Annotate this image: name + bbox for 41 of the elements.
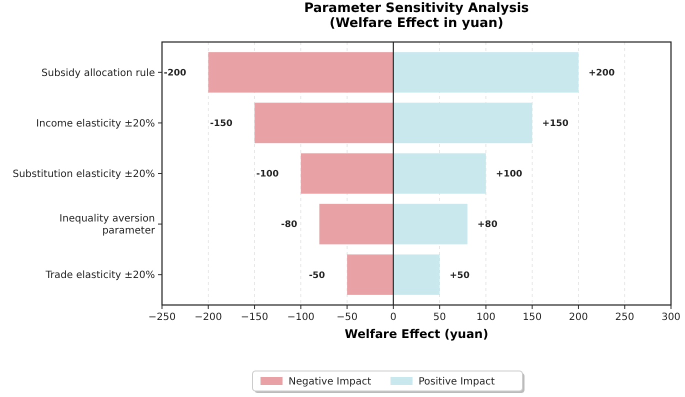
data-label: +150 xyxy=(542,119,569,130)
y-tick-label: Income elasticity ±20% xyxy=(36,118,155,130)
x-tick-label: 200 xyxy=(568,312,588,323)
x-tick-label: 100 xyxy=(476,312,496,323)
x-tick-label: −100 xyxy=(287,312,315,323)
x-tick-label: 0 xyxy=(390,312,397,323)
bar xyxy=(208,52,394,93)
bar xyxy=(347,254,394,295)
x-tick-label: 150 xyxy=(522,312,542,323)
data-label: -100 xyxy=(256,170,279,180)
x-tick-label: 50 xyxy=(433,312,446,323)
bar xyxy=(393,102,532,144)
bar xyxy=(254,102,394,144)
y-tick-label: Inequality aversion parameter xyxy=(59,214,156,237)
chart-title: Parameter Sensitivity Analysis (Welfare Effect in yuan) xyxy=(304,1,530,31)
x-tick-label: −150 xyxy=(240,312,268,323)
data-label: -50 xyxy=(308,270,326,281)
y-tick-label: Trade elasticity ±20% xyxy=(44,270,155,282)
data-label: -150 xyxy=(210,119,233,130)
x-axis-title: Welfare Effect (yuan) xyxy=(344,327,488,341)
bar xyxy=(393,153,486,194)
data-label: -80 xyxy=(281,220,298,230)
data-label: -200 xyxy=(164,68,186,78)
x-tick-label: −200 xyxy=(194,312,222,323)
x-tick-label: 250 xyxy=(615,312,634,323)
bar xyxy=(319,204,394,244)
data-label: +50 xyxy=(450,270,470,281)
bar xyxy=(393,254,440,295)
y-tick-label: Substitution elasticity ±20% xyxy=(12,169,155,180)
x-tick-label: 300 xyxy=(661,312,681,323)
x-tick-label: −250 xyxy=(148,312,176,323)
y-tick-label: Subsidy allocation rule xyxy=(41,68,155,79)
bar xyxy=(393,52,578,93)
legend-label: Negative Impact xyxy=(288,376,372,388)
data-label: +100 xyxy=(496,170,522,180)
data-label: +80 xyxy=(477,220,498,230)
bar xyxy=(300,153,394,194)
x-tick-label: −50 xyxy=(336,312,358,323)
data-label: +200 xyxy=(588,68,615,78)
legend-label: Positive Impact xyxy=(418,376,495,388)
bar xyxy=(393,204,468,244)
